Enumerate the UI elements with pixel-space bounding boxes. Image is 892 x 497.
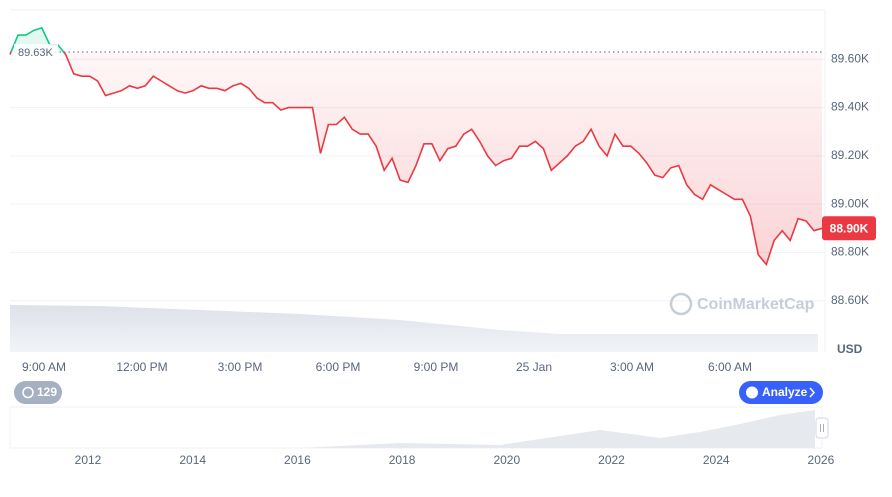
y-tick-label: 89.00K <box>831 196 869 210</box>
x-tick-label: 9:00 AM <box>22 360 66 374</box>
history-count: 129 <box>37 385 57 399</box>
analyze-text: Analyze <box>762 385 808 399</box>
navigator-year: 2022 <box>598 453 625 467</box>
navigator-year: 2016 <box>284 453 311 467</box>
x-tick-label: 9:00 PM <box>414 360 459 374</box>
navigator-area <box>10 410 815 448</box>
volume-bars <box>10 305 818 352</box>
price-line-down <box>9 52 823 267</box>
x-tick-label: 6:00 PM <box>316 360 361 374</box>
currency-label: USD <box>837 342 863 356</box>
analyze-button[interactable]: Analyze <box>739 381 823 404</box>
y-tick-label: 88.80K <box>831 245 869 259</box>
watermark-text: CoinMarketCap <box>697 296 815 313</box>
navigator-handle[interactable] <box>815 417 829 439</box>
y-tick-label: 89.20K <box>831 148 869 162</box>
x-tick-label: 25 Jan <box>516 360 552 374</box>
navigator-year: 2014 <box>179 453 206 467</box>
x-tick-label: 12:00 PM <box>116 360 167 374</box>
x-tick-label: 6:00 AM <box>708 360 752 374</box>
reference-label: 89.63K <box>18 47 54 59</box>
current-price-badge <box>822 216 876 241</box>
navigator-year: 2026 <box>808 453 835 467</box>
current-price-label: 88.90K <box>830 221 869 235</box>
y-tick-label: 89.40K <box>831 100 869 114</box>
y-tick-label: 88.60K <box>831 293 869 307</box>
navigator-year: 2024 <box>703 453 730 467</box>
area-below <box>10 52 822 265</box>
navigator-year: 2018 <box>389 453 416 467</box>
x-tick-label: 3:00 PM <box>218 360 263 374</box>
reference-label-bg <box>14 44 58 61</box>
watermark: CoinMarketCap <box>669 292 815 316</box>
history-badge[interactable]: 129 <box>14 381 62 404</box>
navigator-year: 2012 <box>75 453 102 467</box>
navigator-year: 2020 <box>493 453 520 467</box>
x-tick-label: 3:00 AM <box>610 360 654 374</box>
y-tick-label: 89.60K <box>831 51 869 65</box>
